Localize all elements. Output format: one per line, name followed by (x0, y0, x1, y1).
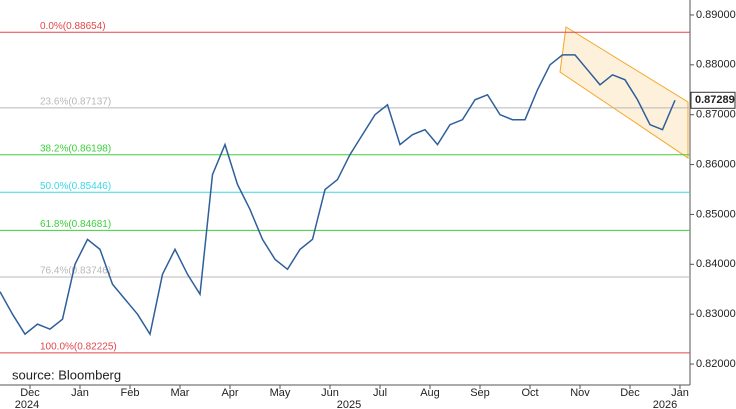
x-tick-label: Jan (71, 387, 89, 399)
y-tick-label: 0.88000 (696, 59, 736, 71)
year-label: 2026 (653, 399, 677, 409)
fib-label: 76.4%(0.83746) (40, 266, 111, 277)
year-label: 2025 (337, 399, 361, 409)
x-tick-label: Sep (470, 387, 490, 399)
source: source: Bloomberg (12, 367, 121, 382)
year-label: 2024 (15, 399, 39, 409)
fib-label: 61.8%(0.84681) (40, 219, 111, 230)
x-tick-label: Aug (420, 387, 440, 399)
x-tick-label: May (270, 387, 291, 399)
x-tick-label: Dec (20, 387, 40, 399)
y-tick-label: 0.83000 (696, 308, 736, 320)
fib-label: 23.6%(0.87137) (40, 97, 111, 108)
x-tick-label: Oct (521, 387, 538, 399)
y-tick-label: 0.85000 (696, 208, 736, 220)
y-tick-label: 0.86000 (696, 158, 736, 170)
last-price-label: 0.87289 (695, 94, 735, 106)
x-tick-label: Jan (671, 387, 689, 399)
fib-label: 0.0%(0.88654) (40, 21, 106, 32)
fib-label: 50.0%(0.85446) (40, 181, 111, 192)
x-tick-label: Dec (620, 387, 640, 399)
y-tick-label: 0.84000 (696, 258, 736, 270)
x-tick-label: Jun (321, 387, 339, 399)
x-tick-label: Jul (373, 387, 387, 399)
y-tick-label: 0.87000 (696, 109, 736, 121)
y-tick-label: 0.89000 (696, 9, 736, 21)
price-line (0, 54, 676, 337)
trend-channel (559, 26, 689, 159)
y-tick-label: 0.82000 (696, 358, 736, 370)
x-tick-label: Feb (121, 387, 140, 399)
x-tick-label: Apr (221, 387, 238, 399)
fib-label: 100.0%(0.82225) (40, 341, 117, 352)
last-price-box (690, 91, 736, 109)
x-tick-label: Nov (570, 387, 590, 399)
x-tick-label: Mar (171, 387, 190, 399)
fib-label: 38.2%(0.86198) (40, 143, 111, 154)
source-box (6, 367, 130, 384)
